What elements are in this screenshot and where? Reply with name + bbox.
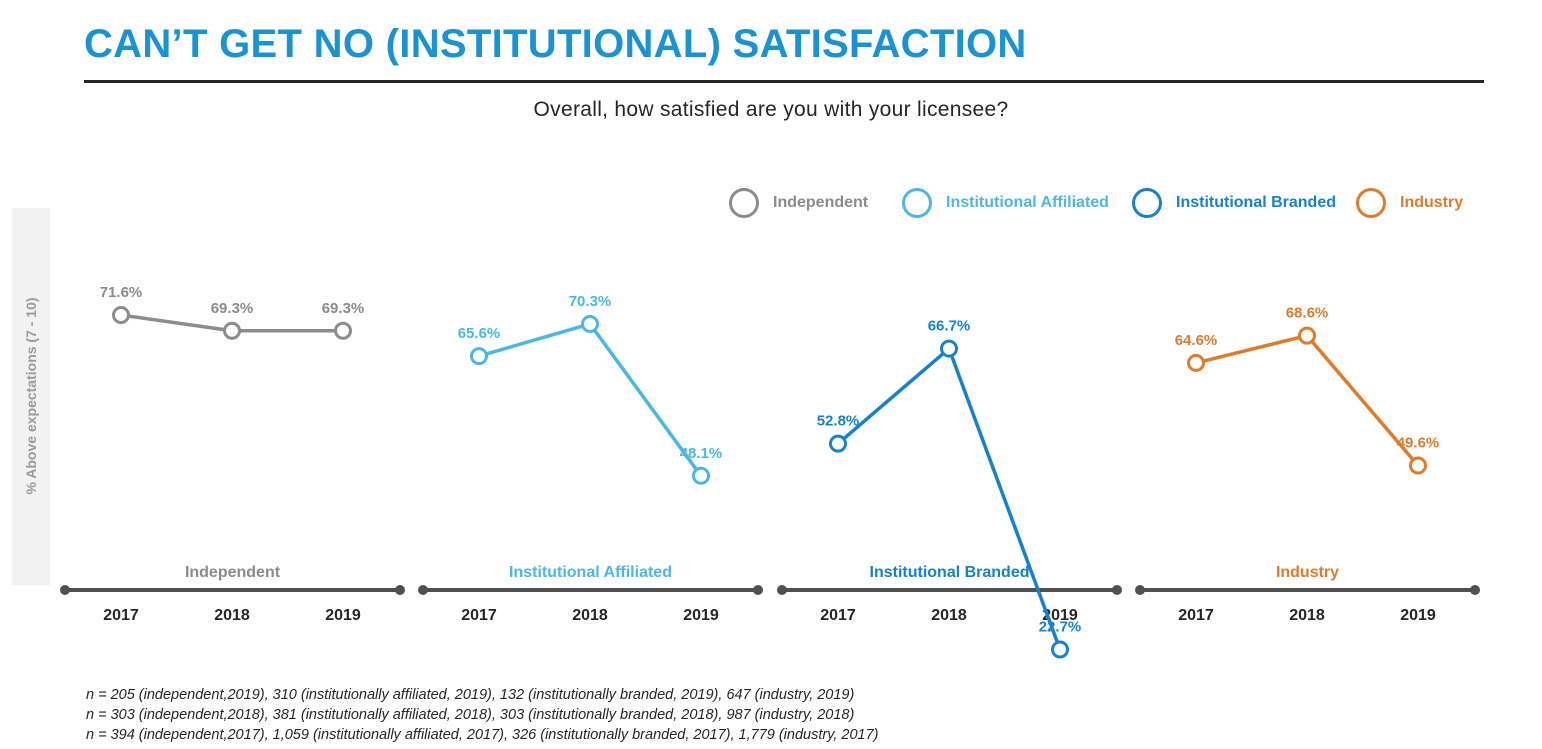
x-tick-label: 2017 <box>103 607 139 624</box>
data-point-institutional-affiliated <box>470 347 488 366</box>
data-point-institutional-affiliated <box>581 314 599 333</box>
x-axis-end-dot <box>753 585 763 595</box>
x-tick-label: 2018 <box>931 607 967 624</box>
data-point-independent <box>223 321 241 340</box>
data-point-independent <box>112 306 130 325</box>
data-label-industry: 49.6% <box>1397 435 1440 452</box>
legend-label-institutional-branded: Institutional Branded <box>1176 194 1336 211</box>
legend-marker-industry <box>1356 188 1386 218</box>
legend-marker-institutional-branded <box>1132 188 1162 218</box>
data-point-industry <box>1409 456 1427 475</box>
x-axis-end-dot <box>1470 585 1480 595</box>
data-label-independent: 69.3% <box>211 300 254 317</box>
series-line-institutional-affiliated <box>478 322 703 477</box>
data-label-industry: 64.6% <box>1175 332 1218 349</box>
page-title: CAN’T GET NO (INSTITUTIONAL) SATISFACTIO… <box>84 22 1027 66</box>
data-label-institutional-affiliated: 48.1% <box>680 445 723 462</box>
data-point-industry <box>1187 353 1205 372</box>
data-label-institutional-affiliated: 70.3% <box>569 293 612 310</box>
data-label-independent: 71.6% <box>100 284 143 301</box>
x-axis-end-dot <box>1135 585 1145 595</box>
data-point-institutional-branded <box>829 434 847 453</box>
data-point-industry <box>1298 326 1316 345</box>
x-tick-label: 2019 <box>1400 607 1436 624</box>
data-label-industry: 68.6% <box>1286 305 1329 322</box>
footnote-line: n = 205 (independent,2019), 310 (institu… <box>86 687 855 703</box>
data-label-independent: 69.3% <box>322 300 365 317</box>
panel-label-independent: Independent <box>185 564 281 581</box>
series-line-industry <box>1195 333 1420 467</box>
title-underline <box>84 80 1484 83</box>
x-tick-label: 2018 <box>572 607 608 624</box>
legend-label-industry: Industry <box>1400 194 1464 211</box>
sample-size-footnotes: n = 205 (independent,2019), 310 (institu… <box>86 685 879 745</box>
legend-item-institutional-branded: Institutional Branded <box>1132 188 1336 218</box>
data-point-institutional-branded <box>1051 640 1069 659</box>
x-tick-label: 2017 <box>820 607 856 624</box>
panel-label-industry: Industry <box>1276 564 1339 581</box>
panel-label-institutional-affiliated: Institutional Affiliated <box>509 564 672 581</box>
x-axis-end-dot <box>395 585 405 595</box>
x-tick-label: 2019 <box>325 607 361 624</box>
legend-item-industry: Industry <box>1356 188 1463 218</box>
x-tick-label: 2019 <box>683 607 719 624</box>
panel-label-institutional-branded: Institutional Branded <box>870 564 1030 581</box>
legend-item-institutional-affiliated: Institutional Affiliated <box>902 188 1109 218</box>
footnote-line: n = 394 (independent,2017), 1,059 (insti… <box>86 727 879 743</box>
x-axis-end-dot <box>777 585 787 595</box>
chart-question: Overall, how satisfied are you with your… <box>533 98 1009 121</box>
legend-label-independent: Independent <box>773 194 869 211</box>
data-point-independent <box>334 321 352 340</box>
legend-label-institutional-affiliated: Institutional Affiliated <box>946 194 1109 211</box>
legend-marker-institutional-affiliated <box>902 188 932 218</box>
series-line-institutional-branded <box>836 346 1062 651</box>
data-point-institutional-branded <box>940 339 958 358</box>
data-label-institutional-branded: 66.7% <box>928 318 971 335</box>
x-axis-end-dot <box>60 585 70 595</box>
x-tick-label: 2018 <box>1289 607 1325 624</box>
data-label-institutional-branded: 22.7% <box>1039 619 1082 636</box>
x-tick-label: 2017 <box>1178 607 1214 624</box>
legend-item-independent: Independent <box>729 188 868 218</box>
data-label-institutional-affiliated: 65.6% <box>458 325 501 342</box>
x-axis-end-dot <box>1112 585 1122 595</box>
x-axis-end-dot <box>418 585 428 595</box>
x-tick-label: 2018 <box>214 607 250 624</box>
data-label-institutional-branded: 52.8% <box>817 413 860 430</box>
x-tick-label: 2019 <box>1042 607 1078 624</box>
legend-marker-independent <box>729 188 759 218</box>
data-point-institutional-affiliated <box>692 466 710 485</box>
footnote-line: n = 303 (independent,2018), 381 (institu… <box>86 707 855 723</box>
y-axis-band <box>12 208 50 585</box>
x-tick-label: 2017 <box>461 607 497 624</box>
